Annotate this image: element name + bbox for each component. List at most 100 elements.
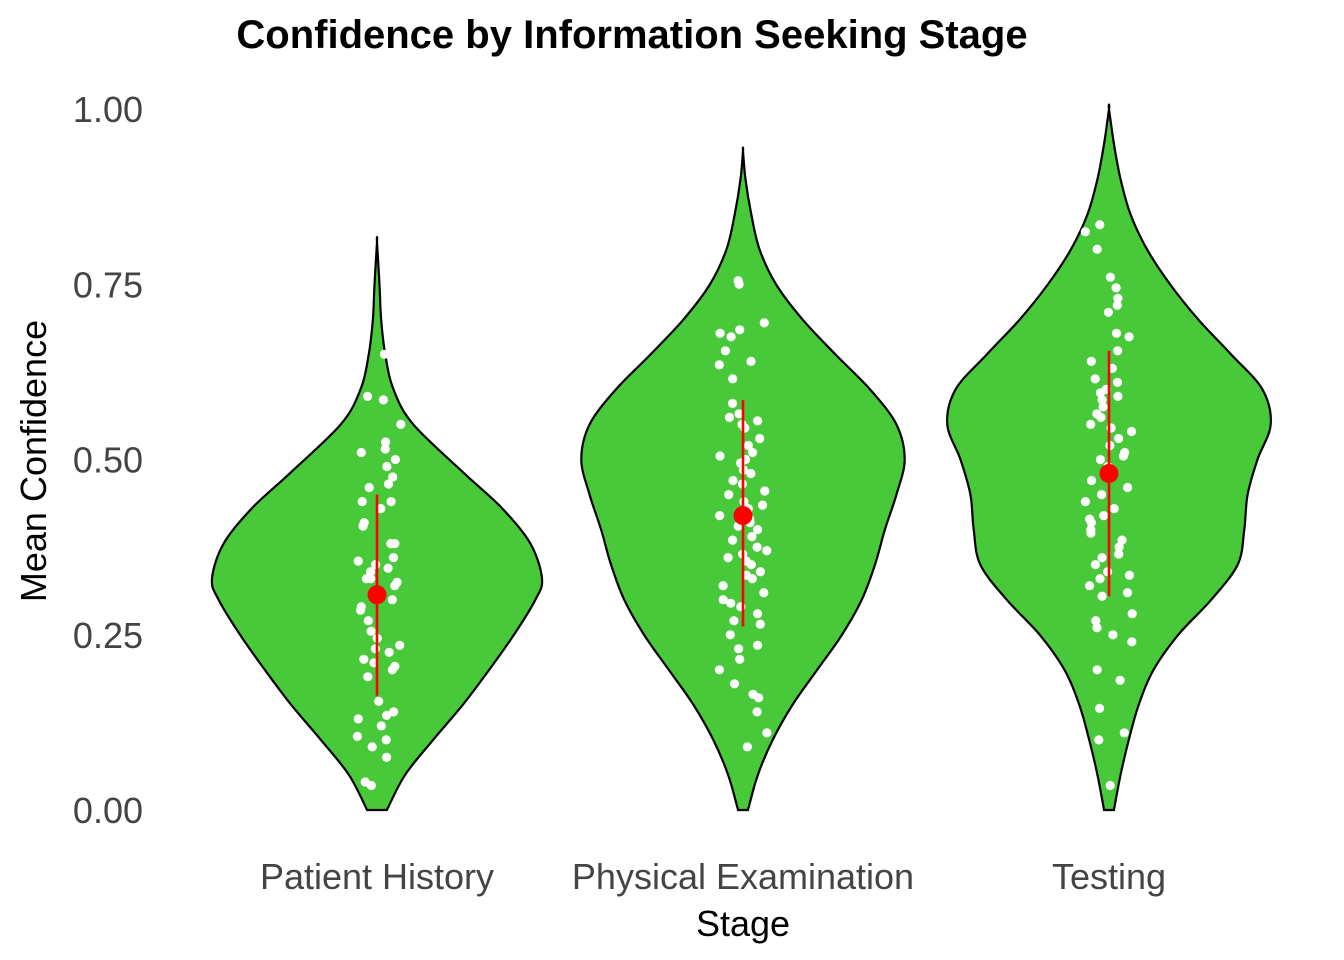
data-point [1105, 780, 1115, 791]
data-point [389, 707, 399, 717]
data-point [379, 349, 389, 359]
data-point [382, 752, 392, 763]
data-point [352, 731, 362, 742]
data-point [382, 710, 392, 721]
data-point [1115, 675, 1125, 685]
x-tick-label: Physical Examination [572, 856, 914, 897]
data-point [366, 567, 376, 577]
data-point [353, 714, 363, 724]
data-point [752, 542, 762, 552]
data-point [734, 279, 744, 289]
data-point [1092, 665, 1102, 675]
data-point [1114, 433, 1124, 444]
data-point [753, 640, 763, 650]
data-point [747, 532, 757, 542]
data-point [374, 696, 384, 706]
data-point [1098, 402, 1108, 412]
data-point [726, 332, 736, 342]
data-point [376, 504, 386, 514]
y-tick-label: 0.50 [73, 440, 143, 481]
data-point [1109, 504, 1119, 514]
violin-group [946, 103, 1272, 812]
data-point [1092, 623, 1102, 633]
data-point [381, 735, 391, 745]
violin-group [580, 146, 906, 812]
data-point [1086, 475, 1097, 486]
data-point [356, 605, 366, 615]
data-point [1095, 703, 1105, 714]
data-point [382, 461, 392, 472]
data-point [357, 497, 367, 507]
data-point [1103, 567, 1113, 577]
data-point [743, 440, 754, 451]
data-point [714, 665, 725, 675]
data-point [1114, 549, 1124, 559]
data-point [724, 490, 734, 500]
data-point [746, 560, 756, 570]
data-point [723, 553, 733, 563]
data-point [718, 595, 728, 605]
data-point [363, 391, 373, 401]
data-point [754, 693, 764, 703]
data-point [746, 356, 756, 366]
data-point [1097, 553, 1107, 563]
data-point [387, 665, 397, 675]
data-point [363, 672, 373, 682]
data-point [729, 616, 739, 626]
violins [210, 103, 1272, 812]
data-point [740, 423, 750, 433]
x-tick-label: Patient History [260, 856, 494, 897]
data-point [1097, 395, 1107, 405]
data-point [386, 497, 396, 507]
data-point [762, 728, 772, 738]
data-point [364, 482, 374, 493]
data-point [1086, 419, 1096, 429]
data-point [390, 581, 400, 591]
data-point [1111, 283, 1121, 293]
data-point [720, 346, 731, 356]
data-point [1103, 307, 1113, 317]
y-tick-label: 1.00 [73, 89, 143, 130]
data-point [396, 419, 406, 429]
data-point [715, 451, 725, 461]
data-point [366, 780, 376, 791]
data-point [728, 475, 738, 486]
data-point [752, 707, 762, 717]
data-point [1119, 728, 1129, 738]
mean-point [1099, 464, 1119, 484]
data-point [724, 412, 735, 422]
data-point [1113, 391, 1123, 401]
data-point [762, 546, 772, 556]
data-point [1123, 482, 1133, 493]
data-point [757, 500, 768, 510]
data-point [1086, 528, 1096, 538]
data-point [715, 328, 725, 338]
data-point [1095, 388, 1105, 398]
y-tick-label: 0.00 [73, 790, 143, 831]
data-point [1124, 570, 1134, 580]
data-point [1127, 637, 1137, 647]
data-point [1099, 510, 1109, 521]
data-point [1124, 332, 1134, 342]
chart-title: Confidence by Information Seeking Stage [236, 13, 1027, 57]
data-point [729, 679, 740, 689]
data-point [1122, 588, 1133, 598]
data-point [734, 409, 744, 419]
data-point [388, 553, 399, 563]
y-axis-title: Mean Confidence [13, 320, 54, 602]
data-point [760, 486, 770, 496]
data-point [1126, 426, 1137, 437]
data-point [1117, 535, 1127, 545]
data-point [370, 644, 380, 654]
data-point [753, 609, 763, 619]
x-axis-title: Stage [696, 903, 790, 944]
data-point [1113, 293, 1123, 303]
data-point [1127, 609, 1137, 619]
data-point [1118, 451, 1128, 461]
data-point [1091, 616, 1101, 626]
data-point [715, 510, 725, 521]
data-point [755, 780, 765, 791]
data-point [755, 619, 765, 629]
y-tick-label: 0.75 [73, 264, 143, 305]
data-point [353, 556, 363, 566]
